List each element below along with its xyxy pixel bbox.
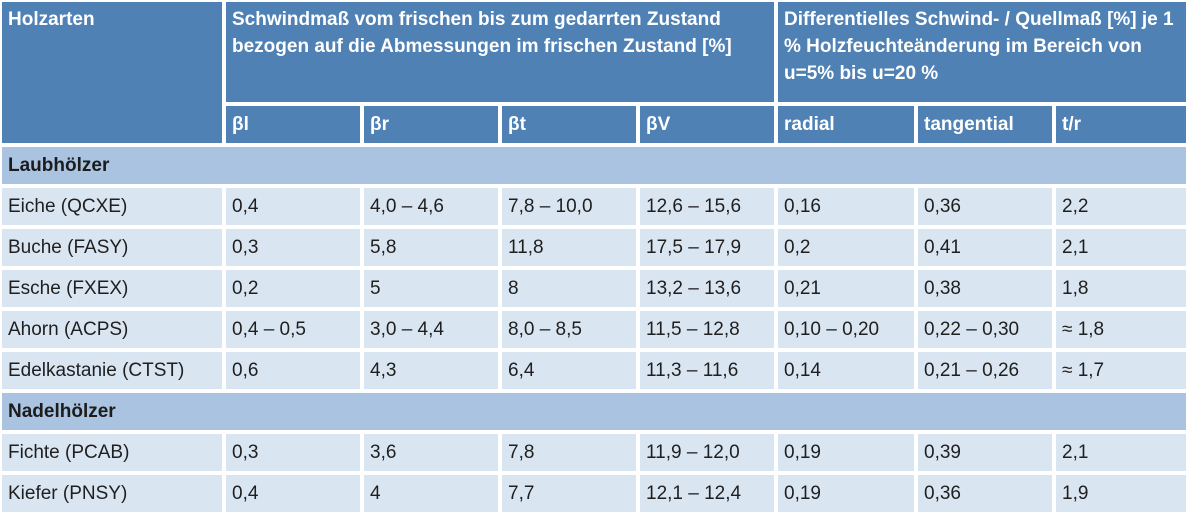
table-cell: 0,19 bbox=[778, 434, 914, 471]
header-row-sub: βl βr βt βV radial tangential t/r bbox=[2, 106, 1186, 143]
table-cell: 0,6 bbox=[226, 352, 360, 389]
table-cell: 0,38 bbox=[918, 270, 1052, 307]
table-cell: 2,1 bbox=[1056, 229, 1186, 266]
group-label: Laubhölzer bbox=[2, 147, 1186, 184]
table-cell: 17,5 – 17,9 bbox=[640, 229, 774, 266]
header-beta-t: βt bbox=[502, 106, 636, 143]
header-row-top: Holzarten Schwindmaß vom frischen bis zu… bbox=[2, 2, 1186, 143]
table-cell: 0,36 bbox=[918, 188, 1052, 225]
table-cell: 7,7 bbox=[502, 475, 636, 512]
table-cell: 2,2 bbox=[1056, 188, 1186, 225]
table-cell: 11,9 – 12,0 bbox=[640, 434, 774, 471]
table-cell: 0,3 bbox=[226, 434, 360, 471]
header-wood-species: Holzarten bbox=[2, 2, 222, 143]
header-shrinkage-group: Schwindmaß vom frischen bis zum gedarrte… bbox=[226, 2, 774, 102]
table-cell: 13,2 – 13,6 bbox=[640, 270, 774, 307]
table-cell: 0,21 – 0,26 bbox=[918, 352, 1052, 389]
table-row: Ahorn (ACPS) 0,4 – 0,5 3,0 – 4,4 8,0 – 8,5 1… bbox=[2, 311, 1186, 348]
species-name-cell: Ahorn (ACPS) bbox=[2, 311, 222, 348]
header-t-r-ratio: t/r bbox=[1056, 106, 1186, 143]
table-cell: 11,8 bbox=[502, 229, 636, 266]
table-row: Kiefer (PNSY) 0,4 4 7,7 12,1 – 12,4 0,19 0,36 1… bbox=[2, 475, 1186, 512]
table-cell: 0,10 – 0,20 bbox=[778, 311, 914, 348]
table-cell: 5 bbox=[364, 270, 498, 307]
table-cell: 8 bbox=[502, 270, 636, 307]
table-cell: 7,8 – 10,0 bbox=[502, 188, 636, 225]
table-cell: 0,41 bbox=[918, 229, 1052, 266]
table-cell: 12,6 – 15,6 bbox=[640, 188, 774, 225]
table-body: Laubhölzer Eiche (QCXE) 0,4 4,0 – 4,6 7,8 – … bbox=[2, 147, 1186, 512]
table-cell: 5,8 bbox=[364, 229, 498, 266]
table-cell: 0,4 – 0,5 bbox=[226, 311, 360, 348]
table-cell: 12,1 – 12,4 bbox=[640, 475, 774, 512]
header-radial: radial bbox=[778, 106, 914, 143]
table-cell: 0,4 bbox=[226, 475, 360, 512]
table-row: Esche (FXEX) 0,2 5 8 13,2 – 13,6 0,21 0,38 1,8 bbox=[2, 270, 1186, 307]
species-name-cell: Edelkastanie (CTST) bbox=[2, 352, 222, 389]
table-cell: 3,6 bbox=[364, 434, 498, 471]
table-cell: 0,19 bbox=[778, 475, 914, 512]
table-cell: 1,9 bbox=[1056, 475, 1186, 512]
species-name-cell: Kiefer (PNSY) bbox=[2, 475, 222, 512]
group-row: Laubhölzer bbox=[2, 147, 1186, 184]
table-row: Eiche (QCXE) 0,4 4,0 – 4,6 7,8 – 10,0 12,6 –… bbox=[2, 188, 1186, 225]
header-beta-l: βl bbox=[226, 106, 360, 143]
table-cell: 0,21 bbox=[778, 270, 914, 307]
header-beta-r: βr bbox=[364, 106, 498, 143]
table-cell: 4 bbox=[364, 475, 498, 512]
table-cell: 8,0 – 8,5 bbox=[502, 311, 636, 348]
table-cell: 11,5 – 12,8 bbox=[640, 311, 774, 348]
table-cell: 6,4 bbox=[502, 352, 636, 389]
table-cell: 0,3 bbox=[226, 229, 360, 266]
table-cell: 0,22 – 0,30 bbox=[918, 311, 1052, 348]
group-row: Nadelhölzer bbox=[2, 393, 1186, 430]
table-cell: 1,8 bbox=[1056, 270, 1186, 307]
table-cell: ≈ 1,7 bbox=[1056, 352, 1186, 389]
table-cell: 4,0 – 4,6 bbox=[364, 188, 498, 225]
table-cell: 3,0 – 4,4 bbox=[364, 311, 498, 348]
table-cell: 4,3 bbox=[364, 352, 498, 389]
table-cell: 11,3 – 11,6 bbox=[640, 352, 774, 389]
header-tangential: tangential bbox=[918, 106, 1052, 143]
table-row: Buche (FASY) 0,3 5,8 11,8 17,5 – 17,9 0,2 0,41… bbox=[2, 229, 1186, 266]
table-cell: 2,1 bbox=[1056, 434, 1186, 471]
species-name-cell: Esche (FXEX) bbox=[2, 270, 222, 307]
group-label: Nadelhölzer bbox=[2, 393, 1186, 430]
table-cell: 0,2 bbox=[778, 229, 914, 266]
table-cell: 7,8 bbox=[502, 434, 636, 471]
table-cell: 0,39 bbox=[918, 434, 1052, 471]
table-row: Edelkastanie (CTST) 0,6 4,3 6,4 11,3 – 11,6 0… bbox=[2, 352, 1186, 389]
species-name-cell: Fichte (PCAB) bbox=[2, 434, 222, 471]
table-cell: 0,16 bbox=[778, 188, 914, 225]
header-beta-v: βV bbox=[640, 106, 774, 143]
table-cell: 0,4 bbox=[226, 188, 360, 225]
header-differential-group: Differentielles Schwind- / Quellmaß [%] … bbox=[778, 2, 1186, 102]
table-cell: 0,36 bbox=[918, 475, 1052, 512]
table-cell: ≈ 1,8 bbox=[1056, 311, 1186, 348]
species-name-cell: Buche (FASY) bbox=[2, 229, 222, 266]
table-row: Fichte (PCAB) 0,3 3,6 7,8 11,9 – 12,0 0,19 0,3… bbox=[2, 434, 1186, 471]
table-cell: 0,2 bbox=[226, 270, 360, 307]
species-name-cell: Eiche (QCXE) bbox=[2, 188, 222, 225]
table-cell: 0,14 bbox=[778, 352, 914, 389]
